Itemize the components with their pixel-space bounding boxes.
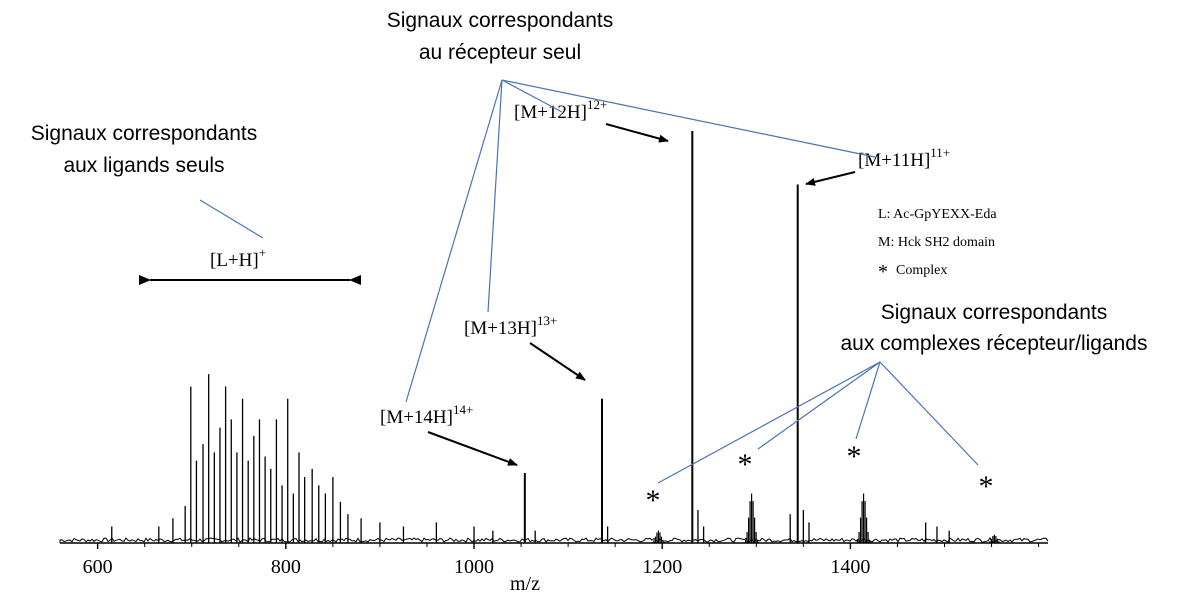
annotation-line: Signaux correspondants [881, 301, 1107, 324]
svg-text:[M+11H]11+: [M+11H]11+ [858, 145, 950, 171]
annotation-ligands: Signaux correspondants aux ligands seuls [31, 122, 257, 177]
x-tick-label: 600 [83, 556, 113, 578]
ligand-region-label: [L+H]+ [139, 245, 361, 285]
svg-text:[M+13H]13+: [M+13H]13+ [464, 313, 557, 339]
annotation-line: Signaux correspondants [31, 122, 257, 145]
peak-label-text: [M+13H] [464, 318, 537, 339]
legend: L: Ac-GpYEXX-Eda M: Hck SH2 domain * Com… [878, 207, 997, 283]
x-tick-label: 1400 [830, 556, 870, 578]
spectrum-trace [59, 131, 1049, 543]
x-axis: 600 800 1000 1200 1400 [60, 542, 1048, 578]
arrow-icon [529, 342, 586, 381]
peak-charge: 11+ [930, 145, 950, 160]
peak-charge: + [259, 245, 266, 260]
peak-label-m11: [M+11H]11+ [805, 145, 950, 186]
arrow-icon [605, 123, 669, 143]
legend-entry-l: L: Ac-GpYEXX-Eda [878, 207, 997, 222]
legend-entry-complex: Complex [896, 263, 947, 278]
baseline-noise [59, 537, 1049, 543]
complex-star-icon: * [646, 484, 661, 517]
peak-label-m12: [M+12H]12+ [514, 97, 669, 143]
x-tick-label: 800 [271, 556, 301, 578]
annotation-receptor: Signaux correspondants au récepteur seul [387, 9, 613, 64]
svg-text:[L+H]+: [L+H]+ [210, 245, 266, 271]
complex-star-icon: * [738, 448, 753, 481]
legend-star-icon: * [878, 261, 888, 283]
annotation-line: Signaux correspondants [387, 9, 613, 32]
svg-text:[M+12H]12+: [M+12H]12+ [514, 97, 607, 123]
annotation-line: aux ligands seuls [63, 154, 224, 177]
peak-label-text: [M+14H] [380, 407, 453, 428]
x-axis-label: m/z [510, 573, 540, 595]
annotation-callout-lines [199, 79, 979, 484]
complex-markers: * * * * [646, 440, 994, 517]
peak-charge: 13+ [537, 313, 557, 328]
peak-label-text: [M+11H] [858, 150, 930, 171]
complex-star-icon: * [979, 470, 994, 503]
x-tick-label: 1000 [454, 556, 494, 578]
peak-charge: 14+ [453, 402, 473, 417]
annotation-line: aux complexes récepteur/ligands [840, 332, 1147, 355]
svg-text:[M+14H]14+: [M+14H]14+ [380, 402, 473, 428]
arrow-icon [427, 431, 518, 466]
peak-label-m13: [M+13H]13+ [464, 313, 586, 381]
peak-label-text: [L+H] [210, 250, 259, 271]
peak-label-text: [M+12H] [514, 102, 587, 123]
annotation-complexes: Signaux correspondants aux complexes réc… [840, 301, 1147, 355]
legend-entry-m: M: Hck SH2 domain [878, 235, 995, 250]
peak-label-m14: [M+14H]14+ [380, 402, 518, 466]
x-tick-label: 1200 [642, 556, 682, 578]
complex-star-icon: * [847, 440, 862, 473]
annotation-line: au récepteur seul [419, 41, 581, 64]
arrow-icon [805, 171, 856, 186]
